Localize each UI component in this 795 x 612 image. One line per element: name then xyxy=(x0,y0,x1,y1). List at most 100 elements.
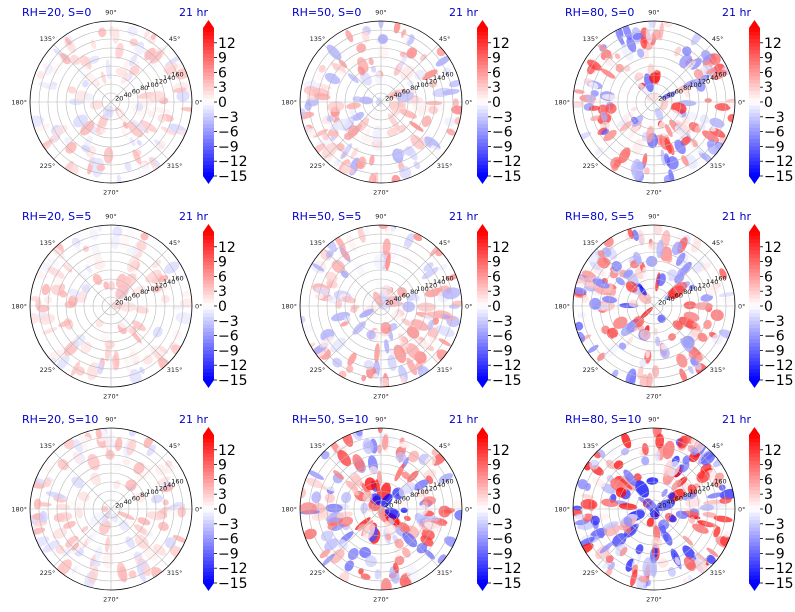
colorbar-segment xyxy=(477,376,488,381)
colorbar-tick-label: 0 xyxy=(492,95,501,111)
field-cell xyxy=(126,247,135,255)
field-cell xyxy=(438,263,448,271)
radial-tick-label: 160 xyxy=(441,274,453,282)
field-cell xyxy=(580,498,598,510)
field-cell xyxy=(417,302,436,312)
field-cell xyxy=(115,68,128,77)
angle-tick-label: 90° xyxy=(105,9,117,17)
colorbar-segment xyxy=(749,542,760,547)
colorbar-segment xyxy=(749,239,760,244)
colorbar-segment xyxy=(477,131,488,136)
colorbar-segment xyxy=(477,83,488,88)
field-cell xyxy=(398,522,410,533)
colorbar-segment xyxy=(477,168,488,173)
colorbar-segment xyxy=(477,139,488,144)
field-cell xyxy=(424,522,443,532)
field-cell xyxy=(674,556,681,566)
field-cell xyxy=(576,312,587,319)
angular-grid-line xyxy=(596,305,655,364)
colorbar-segment xyxy=(203,354,214,359)
colorbar-segment xyxy=(477,31,488,36)
colorbar-segment xyxy=(477,512,488,517)
colorbar-segment xyxy=(203,313,214,318)
field-cell xyxy=(347,352,357,366)
colorbar-segment xyxy=(203,161,214,166)
angular-grid-line xyxy=(380,451,439,510)
field-cell xyxy=(325,250,334,259)
field-cell xyxy=(373,291,383,307)
angular-grid-line xyxy=(596,248,655,307)
colorbar-segment xyxy=(477,120,488,125)
field-cell xyxy=(702,512,717,518)
field-cell xyxy=(160,126,176,136)
anomaly-field xyxy=(30,26,192,183)
field-cell xyxy=(158,521,169,531)
colorbar-extend-max xyxy=(477,20,488,28)
field-cell xyxy=(428,105,439,115)
field-cell xyxy=(594,146,604,156)
field-cell xyxy=(326,115,335,122)
radial-tick-label: 40 xyxy=(393,91,401,99)
field-cell xyxy=(89,55,100,64)
colorbar-segment xyxy=(203,72,214,77)
angular-grid-line xyxy=(53,248,112,307)
colorbar-extend-max xyxy=(477,427,488,435)
field-cell xyxy=(727,100,735,108)
colorbar-segment xyxy=(203,168,214,173)
radial-tick-label: 120 xyxy=(698,281,710,289)
field-cell xyxy=(131,119,147,132)
field-cell xyxy=(92,273,103,286)
colorbar-segment xyxy=(477,61,488,66)
field-cell xyxy=(709,117,725,128)
colorbar-segment xyxy=(477,142,488,147)
colorbar-segment xyxy=(477,553,488,558)
field-cell xyxy=(340,270,349,278)
angle-tick-label: 45° xyxy=(439,239,451,247)
field-cell xyxy=(361,374,367,382)
field-cell xyxy=(151,285,162,293)
colorbar-tick-label: −6 xyxy=(218,329,239,345)
colorbar-segment xyxy=(203,376,214,381)
field-cell xyxy=(324,538,339,551)
field-cell xyxy=(356,156,367,170)
colorbar-segment xyxy=(749,168,760,173)
colorbar-tick-label: −9 xyxy=(764,546,785,562)
colorbar-segment xyxy=(203,272,214,277)
colorbar-segment xyxy=(477,153,488,158)
colorbar-segment xyxy=(477,538,488,543)
angular-grid-line xyxy=(653,44,712,103)
colorbar-tick-label: −15 xyxy=(492,169,522,185)
field-cell xyxy=(662,440,675,460)
field-cell xyxy=(345,480,358,492)
field-cell xyxy=(612,533,627,548)
field-cell xyxy=(369,466,378,475)
field-cell xyxy=(680,462,690,473)
field-cell xyxy=(621,112,634,121)
field-cell xyxy=(173,466,183,477)
field-cell xyxy=(152,107,172,114)
colorbar-segment xyxy=(749,516,760,521)
angular-grid-line xyxy=(653,305,712,364)
field-cell xyxy=(435,55,451,67)
colorbar-extend-min xyxy=(203,583,214,591)
polar-frame xyxy=(299,20,463,184)
colorbar-segment xyxy=(203,317,214,322)
field-cell xyxy=(362,225,370,236)
field-cell xyxy=(690,447,699,456)
field-cell xyxy=(78,491,90,502)
colorbar-segment xyxy=(477,94,488,99)
colorbar-segment xyxy=(477,243,488,248)
colorbar-segment xyxy=(749,42,760,47)
field-cell xyxy=(719,268,727,280)
field-cell xyxy=(652,29,661,40)
colorbar-segment xyxy=(749,53,760,58)
colorbar-segment xyxy=(749,368,760,373)
field-cell xyxy=(149,157,156,167)
field-cell xyxy=(81,526,89,533)
radial-tick-label: 140 xyxy=(163,481,175,489)
field-cell xyxy=(590,515,600,526)
field-cell xyxy=(354,260,366,277)
colorbar-segment xyxy=(749,161,760,166)
field-cell xyxy=(421,528,435,541)
